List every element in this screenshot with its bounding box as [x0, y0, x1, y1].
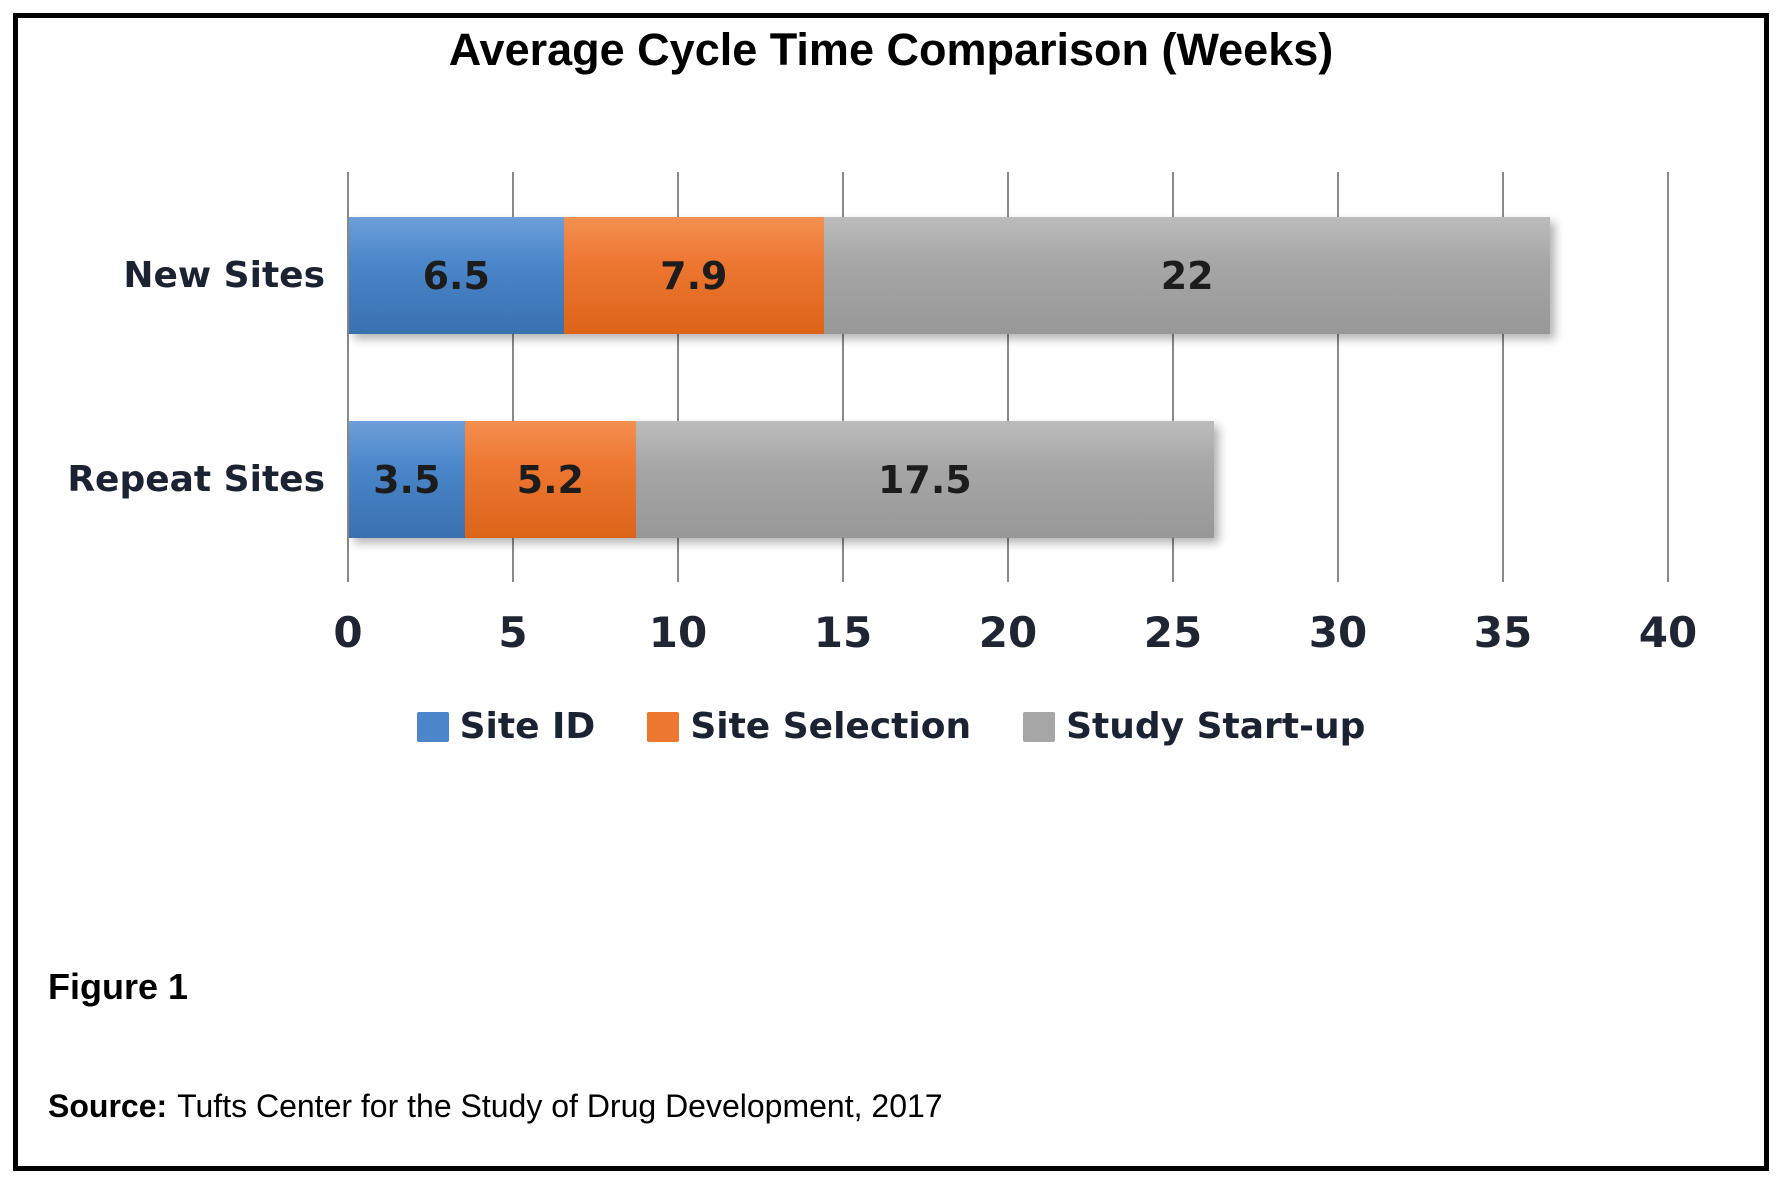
bar-row: 3.5 5.2 17.5	[349, 421, 1214, 538]
bar-segment: 6.5	[349, 217, 564, 334]
bar-segment: 17.5	[636, 421, 1214, 538]
x-tick-label: 10	[648, 608, 708, 657]
legend-label: Site Selection	[690, 706, 972, 747]
gridline-x20	[1007, 172, 1009, 582]
figure-label: Figure 1	[48, 966, 189, 1007]
x-tick-label: 35	[1473, 608, 1533, 657]
legend-item: Site Selection	[647, 706, 971, 747]
x-tick-label: 25	[1143, 608, 1203, 657]
legend-swatch-icon	[416, 711, 449, 742]
x-tick-label: 40	[1638, 608, 1698, 657]
bar-segment: 7.9	[563, 217, 825, 334]
bar-segment: 22	[824, 217, 1551, 334]
source-label: Source:	[48, 1088, 168, 1124]
legend-label: Site ID	[459, 706, 596, 747]
gridline-x25	[1172, 172, 1174, 582]
gridline-x30	[1337, 172, 1339, 582]
source-line: Source: Tufts Center for the Study of Dru…	[48, 1088, 943, 1125]
legend-swatch-icon	[647, 711, 680, 742]
chart-title: Average Cycle Time Comparison (Weeks)	[448, 24, 1334, 75]
x-tick-label: 20	[978, 608, 1038, 657]
chart-legend: Site ID Site Selection Study Start-up	[0, 706, 1782, 747]
source-text: Tufts Center for the Study of Drug Devel…	[177, 1088, 943, 1124]
x-tick-label: 30	[1308, 608, 1368, 657]
x-tick-label: 0	[333, 608, 363, 657]
legend-item: Site ID	[416, 706, 596, 747]
legend-item: Study Start-up	[1023, 706, 1365, 747]
x-tick-label: 15	[813, 608, 873, 657]
category-label: New Sites	[123, 255, 325, 296]
x-tick-label: 5	[498, 608, 528, 657]
category-label: Repeat Sites	[67, 459, 325, 500]
bar-segment: 3.5	[349, 421, 465, 538]
gridline-x15	[842, 172, 844, 582]
gridline-x5	[512, 172, 514, 582]
gridline-x35	[1502, 172, 1504, 582]
bar-row: 6.5 7.9 22	[349, 217, 1551, 334]
bar-segment: 5.2	[464, 421, 637, 538]
legend-swatch-icon	[1023, 711, 1056, 742]
gridline-x10	[677, 172, 679, 582]
legend-label: Study Start-up	[1066, 706, 1366, 747]
gridline-x40	[1667, 172, 1669, 582]
gridline-x0	[347, 172, 349, 582]
